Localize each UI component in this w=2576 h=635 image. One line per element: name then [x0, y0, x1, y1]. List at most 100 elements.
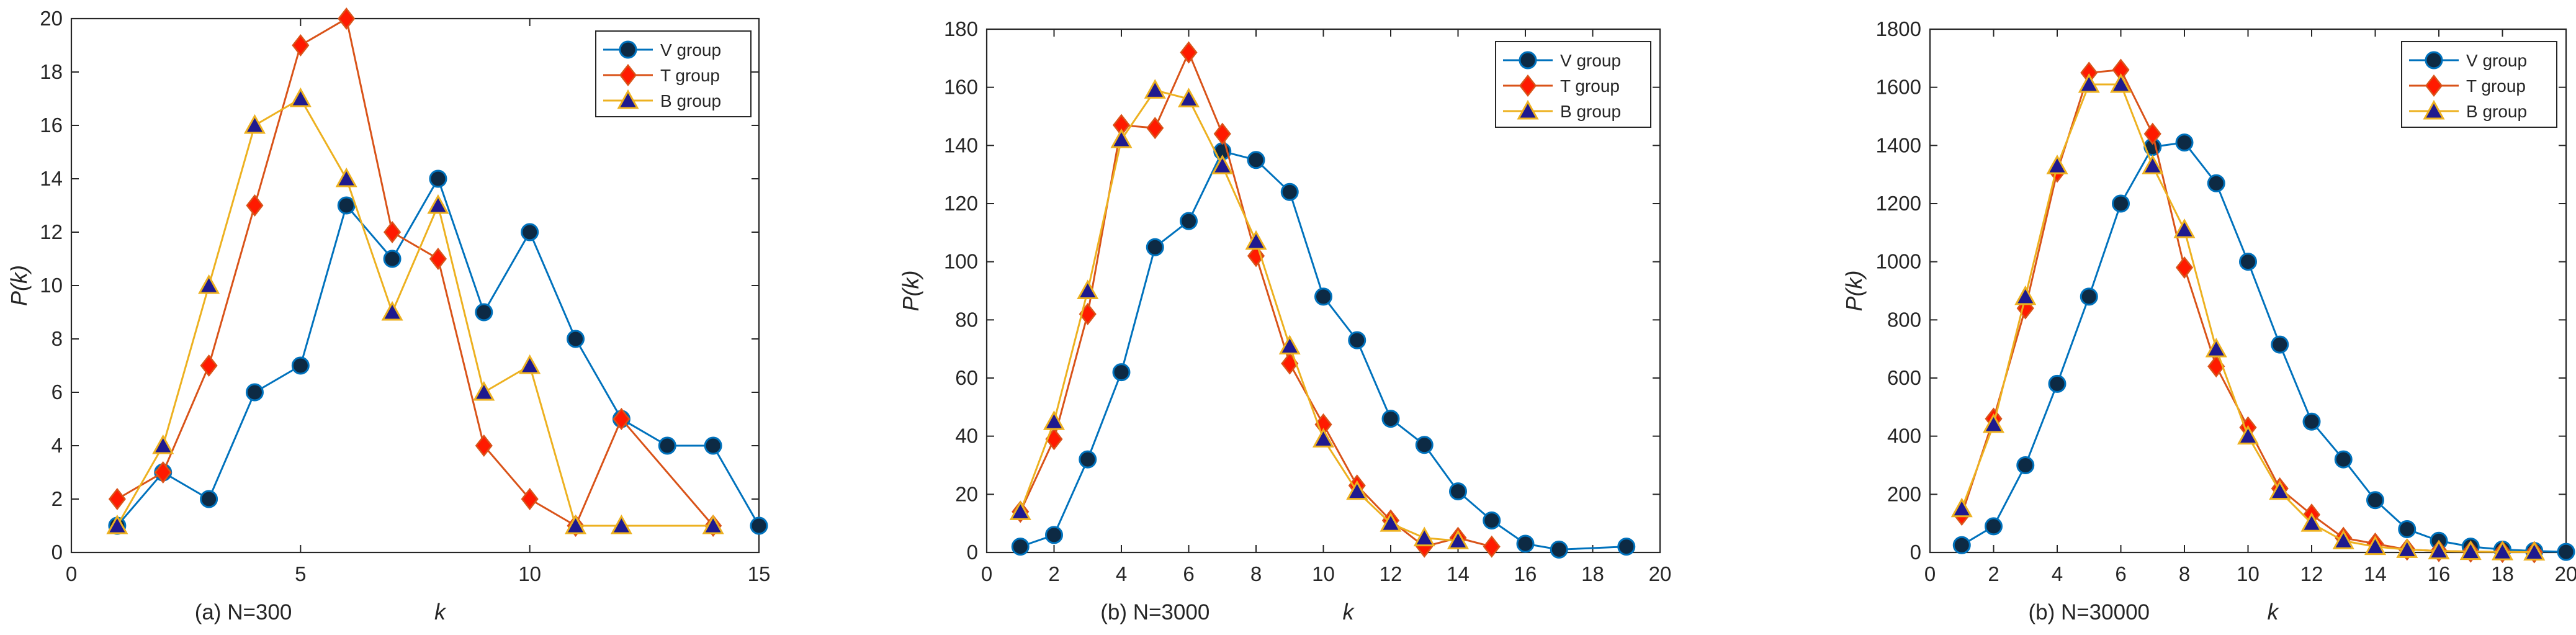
data-point-v-group: [2334, 450, 2353, 469]
y-tick-label: 16: [40, 114, 63, 137]
legend-marker-v-group: [2425, 51, 2443, 70]
y-tick-label: 2: [52, 487, 63, 510]
y-tick-label: 18: [40, 60, 63, 83]
y-tick-label: 180: [944, 17, 978, 40]
data-point-b-group: [1211, 155, 1234, 174]
x-tick-label: 12: [2300, 562, 2323, 585]
data-point-v-group: [1483, 511, 1501, 529]
legend-label-b-group: B group: [660, 91, 721, 110]
y-tick-label: 4: [52, 434, 63, 457]
data-point-v-group: [521, 223, 539, 241]
legend-label-v-group: V group: [1560, 51, 1621, 70]
data-point-t-group: [1146, 117, 1164, 140]
legend-marker-t-group: [1519, 74, 1537, 97]
data-point-v-group: [2557, 543, 2575, 561]
data-point-v-group: [2080, 287, 2098, 306]
y-tick-label: 40: [955, 425, 978, 448]
data-point-b-group: [2205, 338, 2227, 358]
data-point-b-group: [2332, 529, 2354, 549]
data-point-v-group: [2016, 456, 2035, 474]
y-tick-label: 800: [1887, 308, 1921, 331]
x-tick-label: 8: [2179, 562, 2190, 585]
data-point-t-group: [521, 487, 539, 511]
data-point-v-group: [1045, 526, 1063, 544]
data-point-t-group: [292, 34, 310, 57]
y-tick-label: 400: [1887, 425, 1921, 448]
legend-label-v-group: V group: [2466, 51, 2527, 70]
data-point-b-group: [1077, 279, 1099, 299]
legend-marker-t-group: [619, 63, 637, 87]
data-point-v-group: [2048, 374, 2067, 393]
y-tick-label: 1800: [1876, 17, 1921, 40]
y-tick-label: 10: [40, 274, 63, 297]
data-point-v-group: [1381, 410, 1400, 428]
legend-label-b-group: B group: [1560, 102, 1621, 121]
data-point-v-group: [2271, 335, 2289, 354]
chart-a-n300: 0 5 10 15 0 2 4 6 8 10 12 14 16 18 20 P(k) (a) N=300 k V g…: [6, 7, 770, 624]
y-tick-label: 1600: [1876, 76, 1921, 99]
data-point-v-group: [1617, 538, 1636, 556]
data-point-b-group: [2300, 512, 2323, 532]
x-tick-label: 20: [1649, 562, 1672, 585]
data-point-v-group: [1985, 517, 2003, 536]
data-point-b-group: [2459, 540, 2482, 561]
data-point-b-group: [106, 514, 128, 534]
data-point-b-group: [2109, 73, 2132, 93]
y-tick-label: 0: [52, 541, 63, 564]
data-point-b-group: [335, 167, 357, 187]
data-point-v-group: [658, 436, 676, 455]
y-tick-label: 0: [1910, 541, 1921, 564]
data-point-b-group: [473, 381, 495, 401]
x-tick-label: 8: [1250, 562, 1262, 585]
data-point-v-group: [429, 169, 447, 188]
y-tick-label: 60: [955, 366, 978, 389]
legend-marker-t-group: [2425, 74, 2443, 97]
legend-marker-b-group: [2423, 99, 2445, 120]
x-tick-label: 18: [2491, 562, 2514, 585]
data-point-t-group: [384, 220, 402, 244]
legend-label-t-group: T group: [1560, 76, 1620, 96]
y-tick-label: 12: [40, 220, 63, 243]
data-point-b-group: [2428, 539, 2450, 560]
y-tick-label: 20: [955, 482, 978, 505]
data-point-t-group: [108, 487, 126, 511]
x-tick-label: 15: [748, 562, 771, 585]
data-point-b-group: [610, 514, 632, 534]
x-tick-label: 5: [295, 562, 306, 585]
chart-caption: (b) N=30000: [2028, 600, 2150, 624]
data-point-v-group: [567, 330, 585, 348]
data-point-b-group: [2078, 73, 2100, 93]
data-point-t-group: [613, 407, 631, 431]
x-tick-label: 4: [1116, 562, 1127, 585]
series-line-b-group: [1019, 89, 1458, 542]
x-tick-label: 2: [1988, 562, 1999, 585]
data-point-v-group: [2366, 491, 2384, 510]
data-point-b-group: [152, 434, 174, 454]
data-point-b-group: [2269, 480, 2291, 500]
y-tick-label: 100: [944, 250, 978, 273]
x-tick-label: 10: [518, 562, 541, 585]
data-point-b-group: [519, 354, 541, 374]
data-point-b-group: [243, 114, 266, 134]
data-point-b-group: [427, 194, 449, 214]
data-point-t-group: [1213, 122, 1231, 145]
y-tick-label: 200: [1887, 482, 1921, 505]
data-point-b-group: [381, 300, 403, 321]
data-point-b-group: [1447, 529, 1470, 549]
data-point-b-group: [2237, 425, 2260, 445]
data-point-v-group: [1280, 182, 1299, 201]
data-point-v-group: [2112, 194, 2130, 213]
y-axis-label: P(k): [6, 265, 32, 306]
data-point-b-group: [1110, 128, 1133, 148]
data-point-v-group: [2302, 412, 2321, 431]
data-point-b-group: [2396, 538, 2418, 558]
legend-label-b-group: B group: [2466, 102, 2527, 121]
data-point-v-group: [1314, 287, 1332, 306]
data-point-t-group: [154, 461, 172, 484]
y-tick-label: 1200: [1876, 192, 1921, 215]
data-point-v-group: [1449, 482, 1467, 501]
data-point-b-group: [2046, 155, 2068, 174]
data-point-b-group: [2142, 155, 2164, 174]
data-point-v-group: [2398, 520, 2417, 539]
x-tick-label: 20: [2555, 562, 2576, 585]
